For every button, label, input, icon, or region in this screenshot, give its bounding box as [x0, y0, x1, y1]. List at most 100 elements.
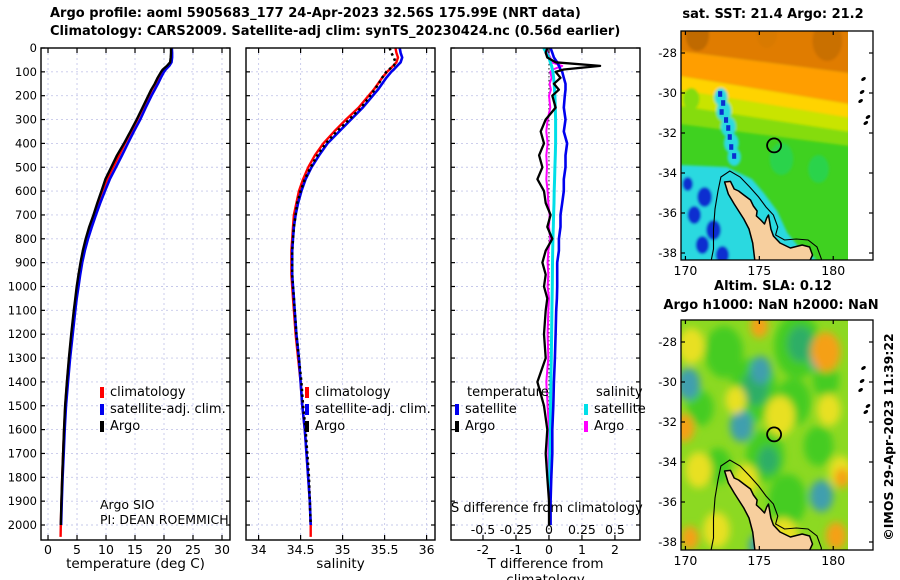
offshore-island [859, 90, 865, 94]
offshore-island [861, 77, 866, 81]
map-frame [680, 319, 874, 551]
figure-title-line2: Climatology: CARS2009. Satellite-adj cli… [50, 24, 621, 39]
imos-watermark: ©IMOS 29-Apr-2023 11:39:22 [881, 333, 896, 541]
map-x-tick-label: 175 [747, 263, 771, 278]
legend-salinity-panel: climatology satellite-adj. clim. Argo [305, 384, 431, 435]
legend-label: Argo [465, 419, 496, 434]
map-y-tick-label: -30 [658, 375, 677, 389]
offshore-island [863, 410, 869, 414]
pi-line: PI: DEAN ROEMMICH [100, 512, 229, 527]
map-y-tick-label: -36 [658, 495, 677, 509]
offshore-island [865, 115, 871, 119]
argo-sio-line: Argo SIO [100, 497, 155, 512]
map-blob [683, 88, 700, 110]
map-blob [681, 368, 701, 400]
map-blob [812, 362, 840, 398]
y-tick-label: 1400 [8, 375, 37, 389]
x-axis-label-salinity: salinity [316, 556, 365, 572]
map-blob [687, 206, 701, 224]
map-blob [765, 396, 795, 436]
legend-item: satellite-adj. clim. [305, 401, 431, 418]
bathymetry-contour [710, 170, 822, 260]
map-blob [817, 394, 841, 426]
map-y-tick-label: -38 [658, 246, 677, 260]
y-tick-label: 0 [30, 41, 37, 55]
legend-item: Argo [455, 418, 549, 435]
climatology-swatch [100, 387, 104, 398]
map-y-tick-label: -32 [658, 415, 677, 429]
legend-item: Argo [584, 418, 646, 435]
map-y-tick-label: -36 [658, 206, 677, 220]
bathymetry-contour [710, 459, 822, 550]
legend-item: climatology [100, 384, 226, 401]
map-field [681, 31, 849, 260]
map-blob [825, 522, 847, 550]
offshore-island [865, 404, 871, 408]
legend-label: climatology [110, 385, 186, 400]
sla-map-title-line2: Argo h1000: NaN h2000: NaN [663, 298, 879, 313]
map-blob [812, 31, 843, 61]
s-tick-label: -0.25 [500, 522, 532, 537]
map-y-tick-label: -34 [658, 166, 677, 180]
cold-pixel [718, 91, 723, 97]
x-tick-label: 0 [545, 542, 553, 557]
argo-swatch [100, 421, 104, 432]
legend-item: Argo [100, 418, 226, 435]
map-blob [703, 512, 730, 548]
panel-frame [450, 47, 641, 541]
map-blob [725, 386, 746, 414]
cold-pixel [732, 153, 737, 159]
map-blob [729, 410, 754, 442]
map-blob [681, 526, 699, 550]
salinity-panel: 34 34.5 35 35.5 36 [245, 47, 436, 557]
sst-band [681, 31, 849, 73]
legend-label: satellite [465, 402, 517, 417]
argo-sio-note: Argo SIO PI: DEAN ROEMMICH [100, 497, 229, 527]
panel-frame [245, 47, 436, 541]
legend-item: climatology [305, 384, 431, 401]
legend-sdiff-group: salinity satellite Argo [584, 384, 646, 435]
legend-label: climatology [315, 385, 391, 400]
y-tick-label: 1500 [8, 399, 37, 413]
offshore-island [859, 379, 865, 383]
map-x-tick-label: 170 [674, 553, 698, 568]
map-blob [716, 101, 732, 121]
map-x-tick-label: 175 [747, 553, 771, 568]
map-blob [695, 236, 710, 254]
y-tick-label: 1600 [8, 423, 37, 437]
y-tick-label: 1000 [8, 280, 37, 294]
map-blob [757, 446, 779, 474]
y-tick-label: 200 [15, 89, 37, 103]
map-x-tick-label: 180 [821, 553, 845, 568]
map-blob [697, 187, 712, 207]
offshore-island [858, 388, 863, 392]
map-y-tick-label: -34 [658, 455, 677, 469]
x-tick-label: 5 [73, 542, 81, 557]
argo-swatch [305, 421, 309, 432]
series-argo [290, 47, 397, 526]
map-blob [808, 155, 829, 183]
cold-pixel [721, 100, 726, 106]
map-blob [750, 356, 772, 384]
map-blob [723, 133, 739, 153]
cold-pixel [727, 134, 732, 140]
climatology-swatch [305, 387, 309, 398]
y-tick-label: 600 [15, 184, 37, 198]
legend-temperature-panel: climatology satellite-adj. clim. Argo [100, 384, 226, 435]
figure-title-line1: Argo profile: aoml 5905683_177 24-Apr-20… [50, 6, 581, 21]
map-blob [811, 332, 841, 372]
y-tick-label: 300 [15, 113, 37, 127]
argo-swatch [455, 421, 459, 432]
x-tick-label: 34 [251, 542, 267, 557]
satellite-clim-swatch [305, 404, 309, 415]
legend-item: satellite [455, 401, 549, 418]
y-tick-label: 500 [15, 160, 37, 174]
legend-label: satellite-adj. clim. [315, 402, 431, 417]
series-argo [59, 48, 173, 526]
cold-pixel [724, 117, 729, 123]
sla-map-title-line1: Altim. SLA: 0.12 [714, 279, 832, 294]
map-blob [768, 474, 807, 526]
offshore-island [863, 121, 869, 125]
map-x-tick-label: 170 [674, 263, 698, 278]
cold-pixel [729, 144, 734, 150]
